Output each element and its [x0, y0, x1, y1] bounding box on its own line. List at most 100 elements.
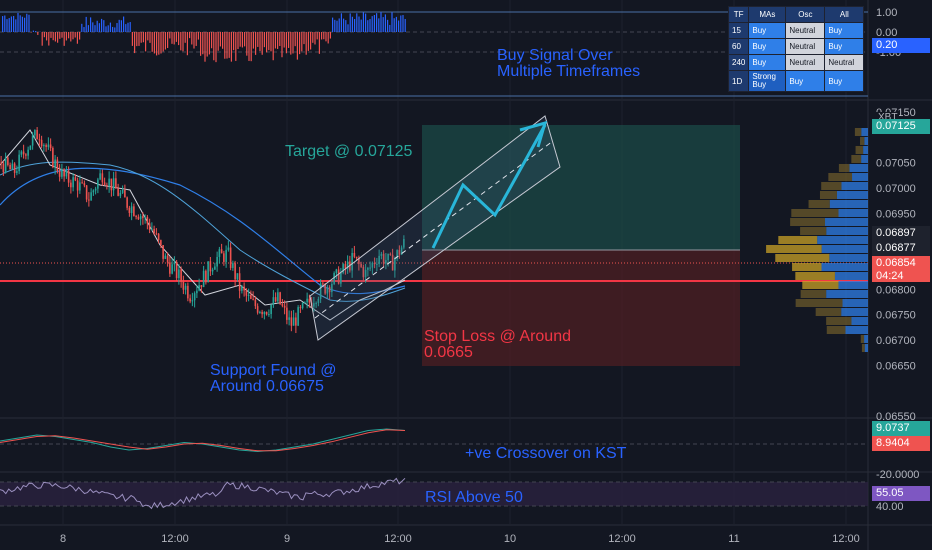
volume-profile-bar [795, 299, 843, 307]
volume-profile-bar [815, 308, 842, 316]
osc-bar [167, 32, 169, 48]
osc-bar [85, 16, 87, 32]
oscillator-panel [0, 11, 868, 97]
osc-bar [277, 32, 279, 49]
osc-bar [178, 32, 180, 46]
osc-bar [358, 16, 360, 32]
candle-body [198, 285, 200, 291]
time-axis: 8 12:00 9 12:00 10 12:00 11 12:00 [60, 533, 860, 545]
candle-body [101, 173, 104, 183]
osc-bar [241, 32, 243, 48]
osc-bar [384, 14, 386, 33]
candle-body [279, 292, 281, 305]
x-tick-label: 9 [284, 533, 290, 545]
kst-axis-label: -20.0000 [876, 469, 919, 481]
candle-body [268, 314, 270, 316]
osc-bar [329, 32, 331, 39]
mas-cell: Strong Buy [748, 70, 787, 92]
candle-body [189, 298, 191, 302]
osc-bar [70, 32, 72, 42]
candle-body [79, 182, 81, 191]
candle-body [92, 190, 95, 193]
volume-profile-bar [826, 290, 868, 298]
osc-bar [347, 24, 349, 32]
osc-bar [140, 32, 142, 43]
volume-profile-bar [825, 218, 868, 226]
candle-body [254, 299, 257, 307]
candle-body [292, 317, 295, 326]
x-tick-label: 12:00 [161, 533, 189, 545]
osc-bar [109, 22, 111, 32]
osc-bar [182, 32, 184, 52]
kst-signal-tag: 8.9404 [872, 436, 930, 451]
candle-body [346, 261, 349, 269]
rsi-annotation: RSI Above 50 [425, 489, 523, 506]
osc-bar [120, 20, 122, 32]
candle-body [342, 264, 344, 273]
tf-cell: 15 [727, 22, 750, 39]
volume-profile-bar [851, 155, 862, 163]
candle-body [281, 304, 284, 306]
osc-bar [389, 24, 391, 32]
osc-bar [259, 32, 261, 52]
osc-bar [336, 20, 338, 32]
volume-profile-bar [834, 272, 868, 280]
osc-bar [255, 32, 257, 55]
candle-body [306, 298, 308, 303]
volume-profile-bar [854, 128, 862, 136]
support-annotation: Support Found @ Around 0.06675 [210, 362, 341, 395]
osc-bar [118, 19, 120, 32]
candle-body [58, 171, 61, 177]
osc-bar [180, 32, 182, 51]
volume-profile-bar [821, 182, 842, 190]
ma-price [0, 129, 406, 321]
candle-body [139, 216, 142, 220]
osc-bar [382, 17, 384, 32]
price-axis-label: 0.06750 [876, 310, 916, 322]
osc-bar [290, 32, 292, 55]
osc-bar [175, 32, 177, 42]
candle-body [333, 272, 335, 284]
osc-bar [123, 16, 125, 32]
osc-bar [296, 32, 298, 60]
osc-bar [171, 32, 173, 44]
price-axis-label: 0.07050 [876, 158, 916, 170]
candle-body [124, 189, 126, 198]
osc-bar [114, 27, 116, 32]
osc-bar [90, 17, 92, 32]
candle-body [76, 180, 79, 191]
volume-profile-bar [766, 245, 822, 253]
candle-body [191, 300, 194, 302]
candle-body [29, 145, 32, 150]
all-cell: Neutral [824, 54, 865, 71]
candle-body [223, 253, 225, 262]
osc-bar [398, 20, 400, 32]
candle-body [380, 253, 383, 256]
candle-body [85, 185, 88, 200]
candle-body [250, 295, 252, 299]
osc-bar [101, 18, 103, 32]
volume-profile-bar [826, 227, 868, 235]
tf-cell: 60 [727, 38, 750, 55]
candle-body [110, 178, 113, 191]
osc-bar [65, 32, 67, 41]
osc-bar [310, 32, 312, 50]
candle-body [162, 245, 164, 259]
candle-body [324, 284, 326, 294]
projection-arrow [431, 124, 547, 249]
osc-bar [233, 32, 235, 51]
volume-profile-bar [864, 335, 868, 343]
candle-body [277, 292, 279, 302]
candle-body [299, 307, 302, 309]
all-cell: Buy [824, 22, 865, 39]
candle-body [144, 216, 146, 219]
candle-body [106, 184, 108, 187]
candle-body [49, 144, 52, 148]
osc-bar [362, 12, 364, 32]
candle-body [178, 269, 180, 279]
candle-body [88, 199, 90, 201]
rsi-value-tag: 55.05 [872, 486, 930, 501]
kst-line [0, 428, 406, 453]
price-axis-label: 0.06800 [876, 284, 916, 296]
